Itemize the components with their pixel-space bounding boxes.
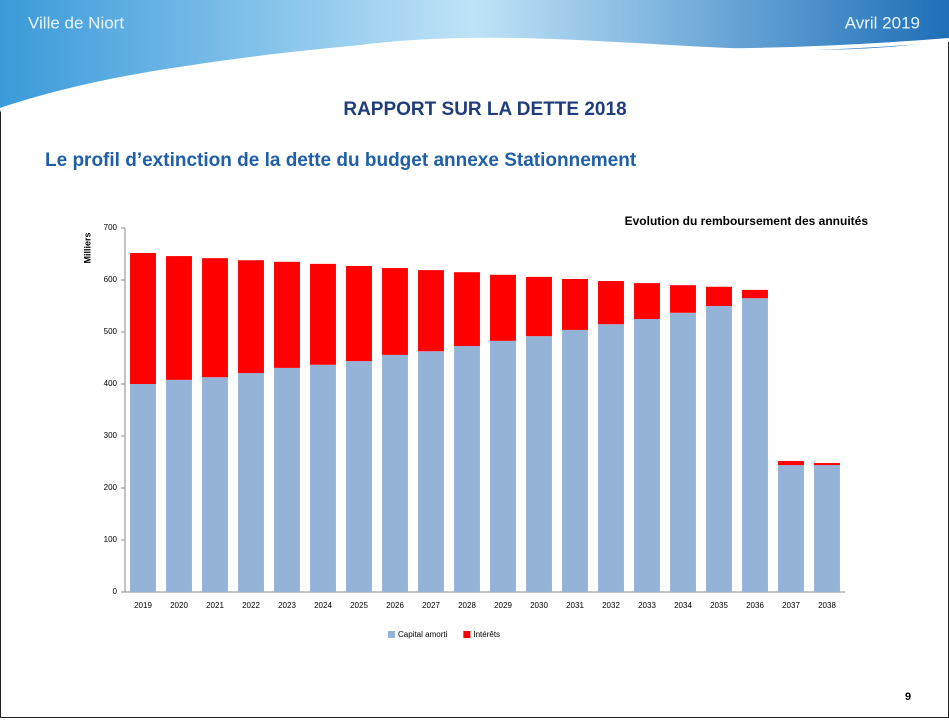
legend-swatch <box>463 631 471 638</box>
bar-segment <box>130 252 156 384</box>
bar-segment <box>490 340 516 592</box>
legend-label: Capital amorti <box>398 630 448 639</box>
bar-segment <box>670 285 696 313</box>
slide-subtitle: Le profil d’extinction de la dette du bu… <box>45 150 637 171</box>
bar-segment <box>562 329 588 592</box>
bar-segment <box>130 384 156 592</box>
bar-segment <box>742 289 768 299</box>
x-tick-label: 2021 <box>206 601 224 610</box>
x-tick-label: 2020 <box>170 601 188 610</box>
bar-segment <box>346 361 372 592</box>
bar-segment <box>202 258 228 378</box>
x-tick-label: 2023 <box>278 601 296 610</box>
bar-segment <box>454 346 480 592</box>
x-tick-label: 2028 <box>458 601 476 610</box>
bar-segment <box>562 278 588 330</box>
y-tick-label: 0 <box>113 587 118 596</box>
y-tick-label: 600 <box>104 275 118 284</box>
bar-segment <box>598 324 624 592</box>
bar-segment <box>418 351 444 592</box>
bar-segment <box>274 261 300 368</box>
x-tick-label: 2025 <box>350 601 368 610</box>
x-tick-label: 2026 <box>386 601 404 610</box>
y-tick-label: 700 <box>104 223 118 232</box>
bar-segment <box>310 263 336 365</box>
bar-segment <box>598 281 624 325</box>
header-band <box>0 0 949 110</box>
y-tick-label: 200 <box>104 483 118 492</box>
page-number: 9 <box>905 691 911 703</box>
bar-segment <box>346 265 372 362</box>
bar-segment <box>814 465 840 592</box>
bar-segment <box>670 312 696 592</box>
x-tick-label: 2027 <box>422 601 440 610</box>
bar-segment <box>382 354 408 592</box>
y-tick-label: 400 <box>104 379 118 388</box>
x-tick-label: 2035 <box>710 601 728 610</box>
chart-title: Evolution du remboursement des annuités <box>625 214 869 228</box>
x-tick-label: 2034 <box>674 601 692 610</box>
x-tick-label: 2029 <box>494 601 512 610</box>
x-tick-label: 2030 <box>530 601 548 610</box>
bar-segment <box>778 460 804 466</box>
header-swoosh <box>0 38 949 112</box>
bar-segment <box>382 268 408 355</box>
y-tick-label: 100 <box>104 535 118 544</box>
bar-segment <box>418 270 444 352</box>
bar-segment <box>490 274 516 341</box>
legend-swatch <box>388 631 395 638</box>
bar-segment <box>526 276 552 337</box>
legend-label: Intérêts <box>473 630 500 639</box>
x-tick-label: 2038 <box>818 601 836 610</box>
bar-segment <box>814 463 840 466</box>
bar-segment <box>706 286 732 306</box>
y-tick-label: 500 <box>104 327 118 336</box>
x-tick-label: 2022 <box>242 601 260 610</box>
x-tick-label: 2033 <box>638 601 656 610</box>
bar-segment <box>238 373 264 592</box>
x-tick-label: 2024 <box>314 601 332 610</box>
bar-segment <box>526 336 552 592</box>
y-tick-label: 300 <box>104 431 118 440</box>
x-tick-label: 2031 <box>566 601 584 610</box>
bar-segment <box>166 256 192 380</box>
bar-segment <box>274 367 300 592</box>
slide-title: RAPPORT SUR LA DETTE 2018 <box>343 99 626 120</box>
x-tick-label: 2036 <box>746 601 764 610</box>
header-left: Ville de Niort <box>28 13 124 32</box>
bar-segment <box>238 260 264 374</box>
bar-segment <box>778 465 804 592</box>
x-tick-label: 2032 <box>602 601 620 610</box>
x-tick-label: 2037 <box>782 601 800 610</box>
bar-segment <box>166 379 192 592</box>
bar-segment <box>706 306 732 592</box>
x-tick-label: 2019 <box>134 601 152 610</box>
y-axis-label: Milliers <box>82 232 92 263</box>
bar-segment <box>202 377 228 592</box>
bar-segment <box>634 283 660 319</box>
header-right: Avril 2019 <box>845 13 920 32</box>
bar-segment <box>742 298 768 592</box>
bar-segment <box>454 272 480 347</box>
bar-segment <box>310 364 336 592</box>
bar-segment <box>634 319 660 592</box>
